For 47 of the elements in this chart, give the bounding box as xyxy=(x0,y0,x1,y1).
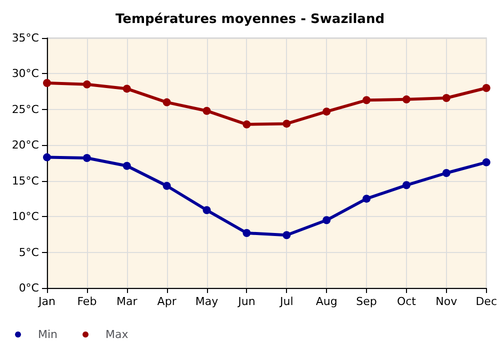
legend-label: Min xyxy=(38,328,58,341)
point xyxy=(362,194,371,203)
point xyxy=(322,108,331,116)
x-tick-label: Sep xyxy=(356,295,377,308)
legend-label: Max xyxy=(106,328,129,341)
point xyxy=(482,158,490,166)
x-tick-label: May xyxy=(195,295,219,308)
point xyxy=(43,153,51,162)
point xyxy=(282,231,291,240)
point xyxy=(122,162,131,170)
point xyxy=(162,98,171,106)
y-tick-label: 5°C xyxy=(18,246,40,259)
point xyxy=(82,154,91,162)
x-tick-label: Apr xyxy=(157,295,177,308)
x-tick-label: Mar xyxy=(116,295,138,308)
y-tick-label: 35°C xyxy=(12,32,40,44)
x-tick-label: Aug xyxy=(316,295,338,308)
y-tick-label: 10°C xyxy=(12,210,40,224)
point xyxy=(482,84,490,92)
point xyxy=(402,95,410,104)
point xyxy=(402,181,410,190)
y-tick-label: 0°C xyxy=(18,282,40,294)
point xyxy=(242,120,251,128)
point xyxy=(442,169,450,177)
point xyxy=(43,79,51,87)
point xyxy=(282,120,291,128)
x-tick-label: Feb xyxy=(77,295,97,308)
point xyxy=(202,106,211,115)
y-tick-label: 15°C xyxy=(12,174,40,188)
x-tick-label: Jul xyxy=(279,295,294,308)
y-tick-label: 25°C xyxy=(12,102,40,116)
chart-title: Températures moyennes - Swaziland xyxy=(115,12,385,27)
point xyxy=(162,182,171,190)
point xyxy=(242,229,251,237)
point xyxy=(322,216,331,224)
point xyxy=(122,84,131,93)
x-tick-label: Oct xyxy=(396,295,417,308)
x-tick-label: Dec xyxy=(476,295,498,308)
x-tick-label: Nov xyxy=(436,295,458,308)
x-tick-label: Jun xyxy=(237,295,256,308)
y-tick-label: 30°C xyxy=(12,67,40,80)
point xyxy=(442,94,450,102)
point xyxy=(82,80,91,88)
x-tick-label: Jan xyxy=(38,295,56,308)
point xyxy=(362,96,371,104)
y-tick-label: 20°C xyxy=(12,138,40,152)
point xyxy=(202,206,211,214)
